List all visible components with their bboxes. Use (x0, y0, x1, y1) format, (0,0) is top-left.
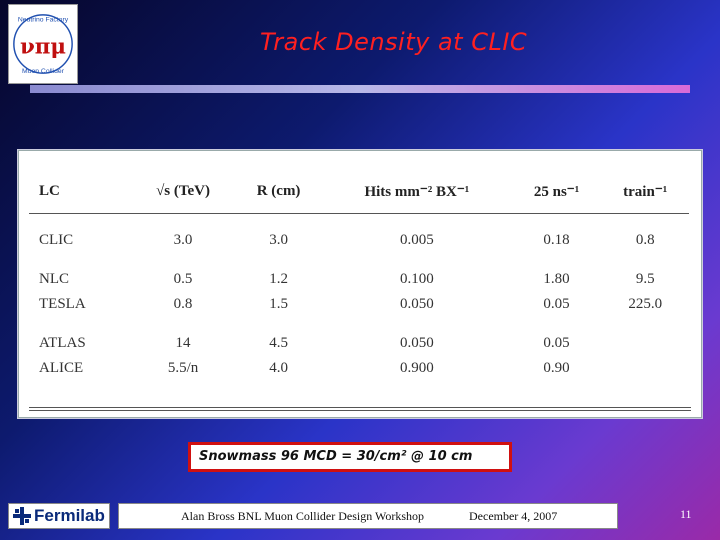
column-header: Hits mm⁻² BX⁻¹ (322, 169, 512, 214)
table-cell: 0.90 (543, 360, 570, 376)
table-cell: CLIC (39, 232, 74, 248)
table-cell: 1.80 (543, 271, 570, 287)
column-header: train⁻¹ (601, 169, 689, 214)
title-underline-bar (30, 85, 690, 93)
fermilab-logo: Fermilab (8, 503, 110, 529)
table-cell: 1.5 (269, 296, 288, 312)
neutrino-factory-logo: Neutrino Factory Muon Collider νπμ (8, 4, 78, 84)
table-cell: 0.050 (400, 296, 434, 312)
table-cell: NLC (39, 271, 69, 287)
table-cell: ATLAS (39, 335, 86, 351)
table-row: TESLA 0.8 1.5 0.050 0.05 225.0 (29, 292, 689, 317)
table-cell: 0.100 (400, 271, 434, 287)
track-density-table-panel: LC √s (TeV) R (cm) Hits mm⁻² BX⁻¹ 25 ns⁻… (18, 150, 702, 418)
table-cell: 0.8 (173, 296, 193, 312)
table-cell: 0.5 (173, 271, 193, 287)
nf-mc-logo-icon: Neutrino Factory Muon Collider νπμ (13, 14, 73, 75)
table-cell: 0.05 (543, 335, 570, 351)
track-density-table: LC √s (TeV) R (cm) Hits mm⁻² BX⁻¹ 25 ns⁻… (29, 169, 689, 381)
table-cell (601, 356, 689, 381)
column-header: LC (29, 169, 131, 214)
table-cell: 0.8 (635, 232, 655, 248)
table-cell: 225.0 (628, 296, 663, 312)
table-cell: 5.5/n (167, 360, 199, 376)
table-cell: 0.18 (543, 232, 570, 248)
table-cell: 14 (175, 335, 191, 351)
fermilab-logo-text: Fermilab (34, 506, 105, 525)
table-row: ATLAS 14 4.5 0.050 0.05 (29, 317, 689, 356)
table-row: ALICE 5.5/n 4.0 0.900 0.90 (29, 356, 689, 381)
table-cell: 3.0 (269, 232, 288, 248)
table-cell: TESLA (39, 296, 86, 312)
column-header: 25 ns⁻¹ (511, 169, 602, 214)
table-cell: 0.05 (543, 296, 570, 312)
table-cell: 4.5 (269, 335, 288, 351)
footer-credit: Alan Bross BNL Muon Collider Design Work… (181, 509, 425, 523)
fermilab-emblem-icon (13, 507, 31, 525)
table-row: CLIC 3.0 3.0 0.005 0.18 0.8 (29, 214, 689, 254)
table-cell: 1.2 (269, 271, 288, 287)
column-header: R (cm) (235, 169, 323, 214)
table-cell (601, 317, 689, 356)
table-header-row: LC √s (TeV) R (cm) Hits mm⁻² BX⁻¹ 25 ns⁻… (29, 169, 689, 214)
column-header: √s (TeV) (130, 169, 236, 214)
table-cell: 0.005 (400, 232, 434, 248)
footer-bar: Alan Bross BNL Muon Collider Design Work… (118, 503, 618, 529)
logo-top-text: Neutrino Factory (18, 17, 69, 24)
table-cell: 9.5 (635, 271, 655, 287)
page-number: 11 (680, 507, 692, 521)
table-cell: 4.0 (269, 360, 288, 376)
logo-bottom-text: Muon Collider (22, 68, 65, 75)
snowmass-note: Snowmass 96 MCD = 30/cm² @ 10 cm (188, 442, 512, 472)
table-cell: 0.050 (400, 335, 434, 351)
table-bottom-rule (29, 407, 691, 411)
footer-date: December 4, 2007 (469, 509, 558, 523)
table-row: NLC 0.5 1.2 0.100 1.80 9.5 (29, 253, 689, 292)
logo-symbols: νπμ (20, 35, 66, 60)
table-cell: ALICE (39, 360, 84, 376)
table-cell: 0.900 (400, 360, 434, 376)
table-cell: 3.0 (173, 232, 193, 248)
slide-title: Track Density at CLIC (260, 28, 528, 56)
